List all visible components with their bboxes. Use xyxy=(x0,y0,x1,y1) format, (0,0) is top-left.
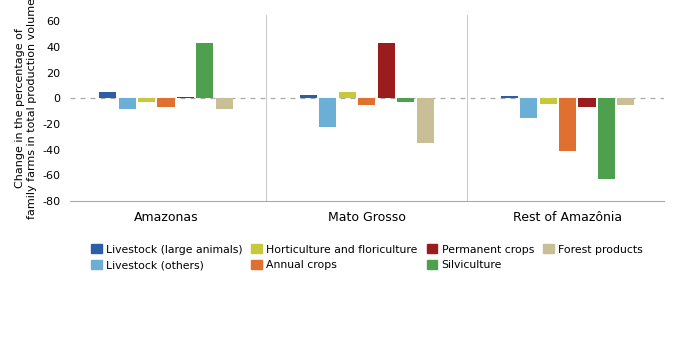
Bar xyxy=(358,98,375,105)
Bar xyxy=(138,98,155,102)
Bar xyxy=(520,98,537,118)
Bar xyxy=(216,98,233,109)
Bar xyxy=(397,98,414,102)
Bar xyxy=(500,96,518,98)
Bar xyxy=(540,98,557,104)
Bar xyxy=(99,92,116,98)
Bar xyxy=(578,98,596,108)
Bar xyxy=(559,98,576,151)
Legend: Livestock (large animals), Livestock (others), Horticulture and floriculture, An: Livestock (large animals), Livestock (ot… xyxy=(86,240,647,275)
Bar xyxy=(378,43,395,98)
Bar xyxy=(598,98,615,179)
Bar xyxy=(617,98,634,105)
Bar xyxy=(158,98,175,108)
Bar xyxy=(319,98,337,127)
Bar xyxy=(300,94,317,98)
Bar xyxy=(339,92,356,98)
Y-axis label: Change in the percentage of
family farms in total production volume: Change in the percentage of family farms… xyxy=(15,0,37,219)
Bar xyxy=(119,98,135,109)
Bar xyxy=(177,97,194,98)
Bar xyxy=(196,43,214,98)
Bar xyxy=(417,98,434,143)
